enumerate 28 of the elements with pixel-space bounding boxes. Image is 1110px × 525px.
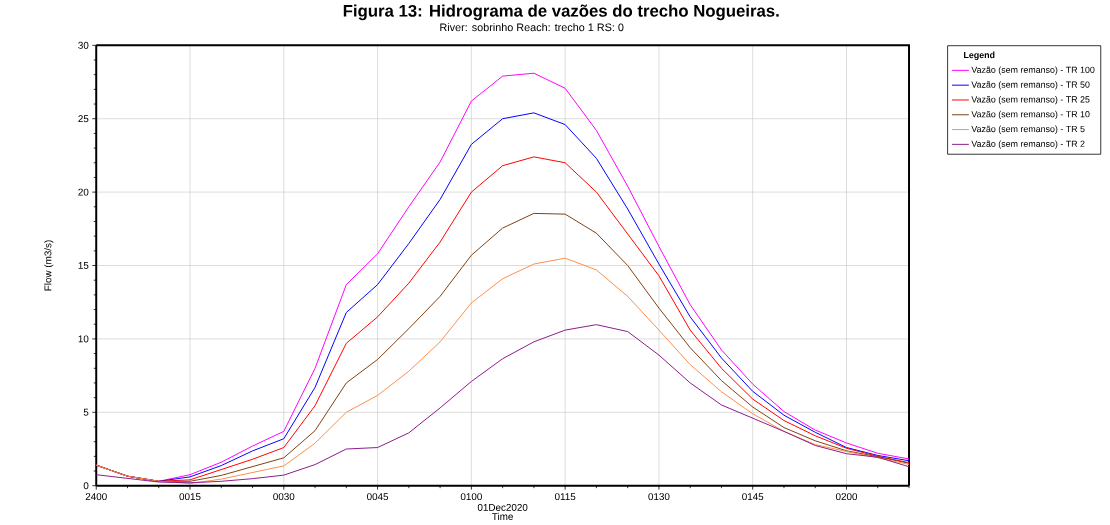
legend-label: Vazão (sem remanso) - TR 10 <box>971 110 1090 120</box>
legend-title: Legend <box>964 51 995 60</box>
legend-label: Vazão (sem remanso) - TR 50 <box>971 81 1090 90</box>
y-tick-label: 25 <box>78 115 89 123</box>
x-tick-label: 0030 <box>273 493 295 501</box>
x-tick-label: 0115 <box>554 493 576 501</box>
legend-label: Vazão (sem remanso) - TR 2 <box>971 140 1085 149</box>
legend-label: Vazão (sem remanso) - TR 5 <box>971 125 1085 134</box>
y-tick-label: 10 <box>78 335 89 343</box>
x-tick-label: 0045 <box>367 493 389 501</box>
text: 01Dec2020 <box>477 503 528 511</box>
legend-label: Vazão (sem remanso) - TR 25 <box>971 95 1090 105</box>
x-tick-label: 0200 <box>835 493 858 501</box>
x-tick-label: 2400 <box>85 493 107 501</box>
chart-subtitle: River: sobrinho Reach: trecho 1 RS: 0 <box>440 23 624 32</box>
x-tick-label: 0145 <box>742 493 764 501</box>
y-tick-label: 15 <box>78 262 89 269</box>
legend-label: Vazão (sem remanso) - TR 100 <box>971 66 1095 75</box>
x-axis-title: Time <box>492 512 513 520</box>
chart-title: Figura 13: Hidrograma de vazões do trecho Nogueiras. <box>343 4 779 21</box>
y-tick-label: 5 <box>83 408 89 416</box>
y-tick-label: 30 <box>78 41 89 49</box>
x-tick-label: 0100 <box>460 493 482 501</box>
y-tick-label: 0 <box>83 482 89 490</box>
y-axis-title: Flow (m3/s) <box>44 240 54 291</box>
x-tick-label: 0130 <box>648 493 670 501</box>
y-tick-label: 20 <box>78 188 89 196</box>
x-tick-label: 0015 <box>179 493 201 501</box>
